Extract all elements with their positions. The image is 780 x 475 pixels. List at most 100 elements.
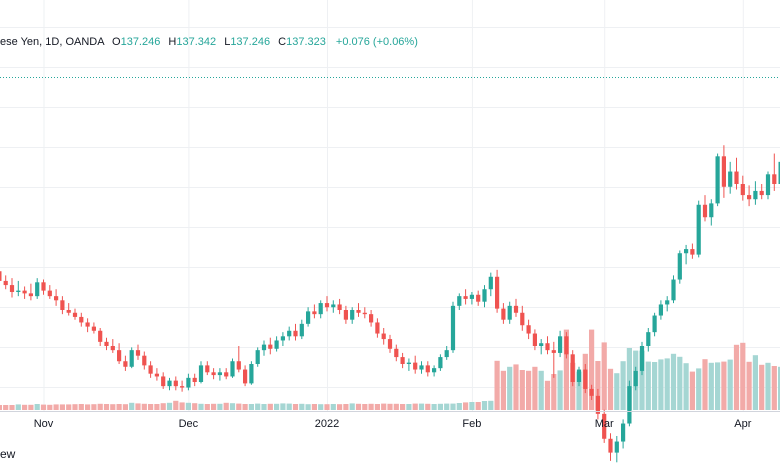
candle-body (35, 282, 39, 296)
candle-body (123, 361, 127, 367)
symbol-label: ese Yen, 1D, OANDA (0, 36, 104, 48)
candle-body (470, 295, 474, 299)
candle-body (734, 172, 738, 184)
candle-body (10, 285, 14, 292)
candle-body (728, 172, 732, 187)
candle (268, 338, 272, 355)
candle-body (199, 365, 203, 382)
volume-bar (324, 404, 329, 410)
volume-bar (469, 402, 474, 410)
candle (224, 368, 228, 379)
candle (426, 361, 430, 376)
candle-body (394, 349, 398, 357)
candle-body (256, 350, 260, 364)
candle (545, 336, 549, 354)
candle (464, 289, 468, 304)
candle-body (388, 339, 392, 349)
candle-body (508, 306, 512, 320)
candle-body (772, 174, 776, 184)
volume-bar (28, 405, 33, 410)
volume-bar (728, 360, 733, 410)
candle (388, 335, 392, 353)
volume-bar (287, 404, 292, 410)
candle-body (382, 334, 386, 340)
candle (136, 345, 140, 360)
candle (734, 158, 738, 190)
candle (621, 419, 625, 448)
volume-bar (236, 404, 241, 410)
candle (243, 365, 247, 386)
candle-body (438, 357, 442, 368)
candle-body (426, 365, 430, 372)
candle-body (407, 363, 411, 364)
candle-body (432, 368, 436, 372)
candle-body (54, 296, 58, 300)
candle (571, 350, 575, 386)
candle (690, 244, 694, 259)
volume-bar (526, 371, 531, 410)
candle-body (703, 205, 707, 217)
candle (142, 352, 146, 370)
candle-body (356, 310, 360, 313)
candle-body (709, 203, 713, 217)
candle (73, 309, 77, 320)
volume-bar (318, 404, 323, 410)
candle-body (564, 336, 568, 354)
candle (646, 328, 650, 352)
candle (218, 368, 222, 380)
candle-body (275, 340, 279, 348)
candle-body (741, 184, 745, 195)
volume-bar (369, 404, 374, 410)
volume-bar (280, 403, 285, 410)
candle (180, 381, 184, 392)
candle (104, 338, 108, 350)
volume-bar (161, 403, 166, 410)
candle (608, 433, 612, 461)
volume-bar (602, 342, 607, 410)
volume-bar (772, 366, 777, 410)
candle (482, 285, 486, 307)
candle-body (520, 313, 524, 325)
volume-bar (747, 362, 752, 410)
candle (382, 328, 386, 345)
candle-body (117, 350, 121, 361)
candle-body (716, 156, 720, 203)
volume-bar (47, 405, 52, 410)
candle-body (161, 376, 165, 386)
candle (766, 172, 770, 200)
volume-bar (173, 401, 178, 410)
candle (117, 343, 121, 364)
candle (205, 361, 209, 375)
x-tick-label: Feb (462, 418, 481, 430)
volume-bar (532, 367, 537, 410)
volume-bar (230, 403, 235, 410)
candle-body (0, 271, 1, 281)
candle (697, 201, 701, 258)
candle-body (312, 311, 316, 314)
candle (640, 342, 644, 375)
candle (199, 361, 203, 383)
candle-body (350, 310, 354, 320)
candle-body (180, 386, 184, 387)
candle-body (558, 336, 562, 353)
candle-body (325, 303, 329, 307)
volume-bar (211, 404, 216, 410)
candle (92, 322, 96, 333)
volume-bar (255, 404, 260, 410)
candle (48, 285, 52, 299)
candle-body (514, 306, 518, 313)
candle (470, 292, 474, 304)
candle-body (375, 322, 379, 333)
volume-bar (91, 404, 96, 410)
candle (722, 145, 726, 198)
volume-bar (765, 363, 770, 410)
candle-body (4, 281, 8, 285)
candle (665, 296, 669, 311)
volume-bar (702, 359, 707, 410)
candle (98, 328, 102, 346)
candle (16, 281, 20, 296)
close-label: C (278, 36, 286, 48)
volume-bar (41, 405, 46, 410)
